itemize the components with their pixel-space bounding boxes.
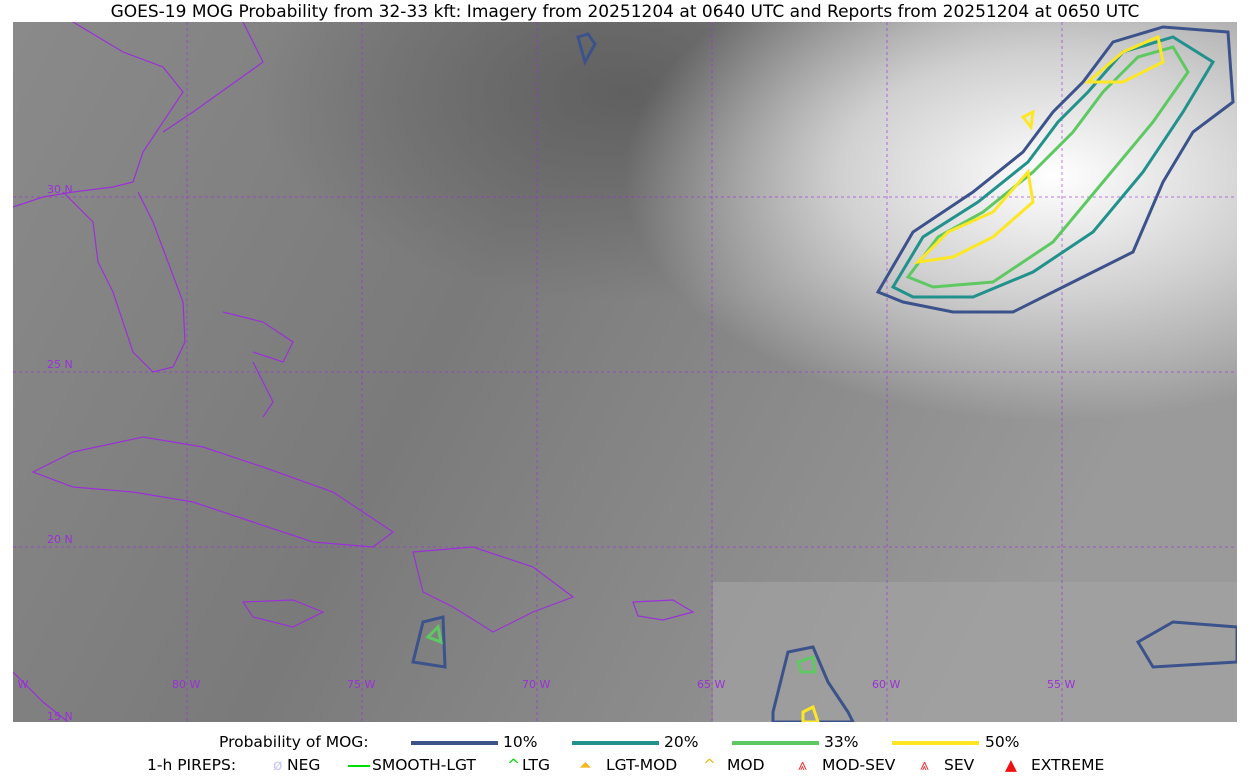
pirep-smooth-lgt: SMOOTH-LGT [372, 756, 476, 774]
contour-33pct [905, 45, 1190, 289]
pirep-lgt-mod: LGT-MOD [606, 756, 678, 774]
lat-label: 20 N [47, 533, 73, 546]
filled-triangle-icon: ▲ [1005, 756, 1017, 774]
pirep-extreme: EXTREME [1031, 756, 1105, 774]
pirep-ltg: LTG [522, 756, 550, 774]
contour-10pct [411, 32, 1237, 722]
caret-bar-icon: ⏶ [579, 756, 592, 774]
contour-50pct [913, 34, 1165, 265]
lat-label: 30 N [47, 183, 73, 196]
pirep-sev: SEV [944, 756, 975, 774]
contour-33pct [425, 623, 817, 674]
line-icon [348, 765, 370, 767]
contour-10pct [875, 25, 1235, 314]
lon-label: 55 W [1047, 678, 1075, 691]
lower-right-haze [713, 582, 1237, 722]
legend-swatch-10pct [411, 741, 498, 745]
legend-swatch-20pct [572, 741, 659, 745]
lon-label: 75 W [347, 678, 375, 691]
legend-level-label: 33% [824, 733, 859, 751]
pirep-mod: MOD [727, 756, 765, 774]
pirep-neg: NEG [287, 756, 321, 774]
lon-label: 70 W [522, 678, 550, 691]
map-title: GOES-19 MOG Probability from 32-33 kft: … [110, 2, 1140, 22]
double-caret-bar-icon: ⩓ [798, 756, 807, 774]
legend-level-label: 50% [985, 733, 1020, 751]
neg-icon: ø [273, 756, 283, 774]
lon-label: 85 W [13, 678, 28, 691]
legend-level-label: 20% [664, 733, 699, 751]
legend-swatch-50pct [892, 741, 979, 745]
lon-label: 65 W [697, 678, 725, 691]
caret-icon: ^ [703, 756, 716, 774]
double-caret-icon: ⩓ [920, 756, 929, 774]
coastlines [13, 22, 695, 722]
satellite-map: 85 W 80 W 75 W 70 W 65 W 60 W 55 W 30 N … [13, 22, 1237, 722]
lon-label: 60 W [872, 678, 900, 691]
mog-contours [411, 25, 1237, 722]
contour-20pct [890, 35, 1216, 299]
lat-label: 15 N [47, 710, 73, 722]
pirep-mod-sev: MOD-SEV [822, 756, 896, 774]
pirep-label: 1-h PIREPS: [147, 756, 237, 774]
lon-label: 80 W [172, 678, 200, 691]
legend-swatch-33pct [732, 741, 819, 745]
contour-50pct [801, 109, 1035, 722]
legend-level-label: 10% [503, 733, 538, 751]
legend-prob-label: Probability of MOG: [219, 733, 369, 751]
caret-icon: ^ [507, 756, 520, 774]
lat-label: 25 N [47, 358, 73, 371]
